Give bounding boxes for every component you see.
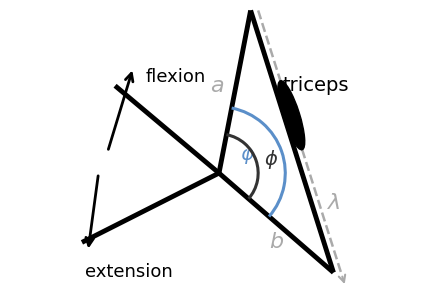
Text: triceps: triceps xyxy=(282,76,349,95)
Text: λ: λ xyxy=(328,193,341,213)
Text: φ: φ xyxy=(240,145,253,164)
Text: extension: extension xyxy=(85,264,173,282)
Text: a: a xyxy=(210,76,223,96)
Text: flexion: flexion xyxy=(145,68,205,86)
Text: ϕ: ϕ xyxy=(264,150,277,169)
Ellipse shape xyxy=(278,81,305,150)
Text: b: b xyxy=(269,232,283,252)
